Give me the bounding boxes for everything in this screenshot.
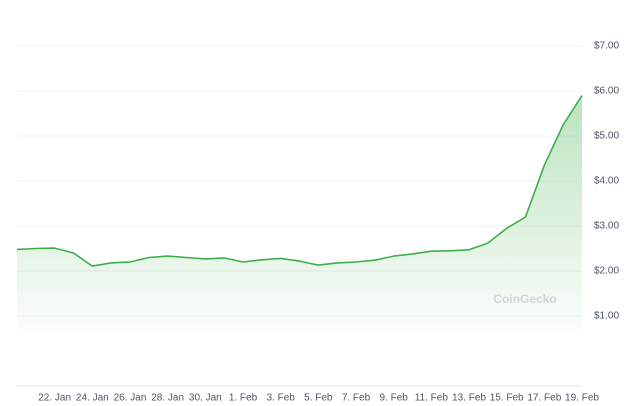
x-tick-label: 3. Feb — [266, 393, 295, 404]
x-tick-label: 24. Jan — [76, 393, 109, 404]
x-tick-label: 13. Feb — [452, 393, 486, 404]
y-tick-label: $5.00 — [594, 131, 619, 142]
x-tick-label: 1. Feb — [229, 393, 258, 404]
x-tick-label: 26. Jan — [114, 393, 147, 404]
x-tick-label: 9. Feb — [379, 393, 408, 404]
watermark: CoinGecko — [493, 292, 556, 306]
plot — [16, 95, 583, 330]
y-tick-label: $7.00 — [594, 41, 619, 52]
y-tick-label: $1.00 — [594, 311, 619, 322]
y-tick-label: $4.00 — [594, 176, 619, 187]
x-tick-label: 11. Feb — [415, 393, 449, 404]
x-tick-label: 30. Jan — [189, 393, 222, 404]
x-tick-label: 7. Feb — [342, 393, 371, 404]
price-area — [17, 95, 582, 330]
y-tick-label: $3.00 — [594, 221, 619, 232]
x-tick-label: 28. Jan — [151, 393, 184, 404]
x-tick-label: 5. Feb — [304, 393, 333, 404]
price-line — [16, 95, 583, 267]
y-tick-label: $2.00 — [594, 266, 619, 277]
x-tick-label: 15. Feb — [490, 393, 524, 404]
x-tick-label: 19. Feb — [565, 393, 599, 404]
x-tick-label: 22. Jan — [38, 393, 71, 404]
y-tick-label: $6.00 — [594, 86, 619, 97]
x-tick-label: 17. Feb — [527, 393, 561, 404]
